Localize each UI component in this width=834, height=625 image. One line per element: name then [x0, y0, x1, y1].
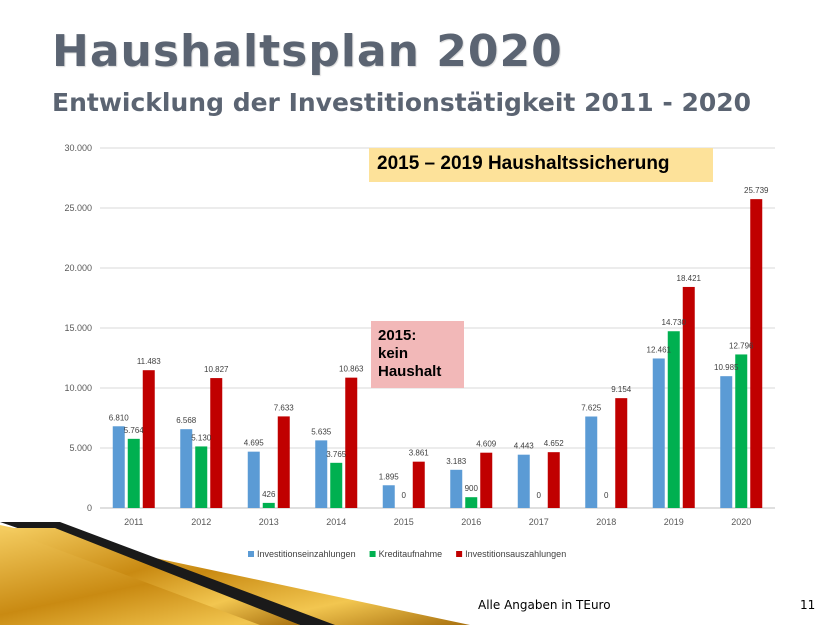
data-label: 12.461 [647, 345, 672, 354]
legend-swatch [456, 551, 463, 557]
y-tick-label: 10.000 [64, 383, 92, 393]
data-label: 3.861 [409, 449, 430, 458]
x-tick-label: 2019 [664, 517, 684, 527]
x-tick-label: 2017 [529, 517, 549, 527]
bar-investitionseinzahlungen-2017 [517, 454, 530, 508]
bar-investitionseinzahlungen-2019 [652, 358, 665, 508]
bar-investitionsauszahlungen-2014 [345, 377, 358, 508]
x-tick-label: 2015 [394, 517, 414, 527]
data-label: 7.625 [581, 404, 602, 413]
bar-kreditaufnahme-2016 [465, 497, 478, 508]
data-label: 4.443 [514, 442, 535, 451]
data-label: 5.130 [191, 433, 212, 442]
data-labels: 6.810 5.764 11.483 6.568 5.130 10.827 4.695 426… [109, 186, 769, 500]
data-label: 0 [537, 491, 542, 500]
bar-kreditaufnahme-2013 [262, 502, 275, 508]
annotation-line: Haushalt [378, 363, 442, 380]
x-tick-label: 2013 [259, 517, 279, 527]
x-tick-label: 2012 [191, 517, 211, 527]
bar-kreditaufnahme-2014 [330, 462, 343, 508]
data-label: 4.695 [244, 439, 265, 448]
y-tick-label: 0 [87, 503, 92, 513]
legend-label: Kreditaufnahme [379, 549, 443, 559]
data-label: 0 [604, 491, 609, 500]
data-label: 25.739 [744, 186, 769, 195]
x-tick-label: 2020 [731, 517, 751, 527]
bar-kreditaufnahme-2020 [735, 354, 748, 508]
bar-investitionseinzahlungen-2014 [315, 440, 328, 508]
bar-kreditaufnahme-2012 [195, 446, 208, 508]
data-label: 7.633 [274, 403, 295, 412]
data-label: 5.764 [124, 426, 145, 435]
bar-investitionsauszahlungen-2018 [615, 398, 628, 508]
bar-investitionsauszahlungen-2019 [682, 286, 695, 508]
bar-investitionseinzahlungen-2016 [450, 469, 463, 508]
bar-investitionsauszahlungen-2016 [480, 452, 493, 508]
data-label: 1.895 [379, 472, 400, 481]
data-label: 11.483 [137, 357, 161, 366]
x-tick-label: 2016 [461, 517, 481, 527]
bar-investitionseinzahlungen-2011 [112, 426, 125, 508]
bar-investitionseinzahlungen-2018 [585, 416, 598, 508]
data-label: 3.765 [326, 450, 347, 459]
bar-kreditaufnahme-2019 [667, 331, 680, 508]
data-label: 0 [402, 491, 407, 500]
slide-title: Haushaltsplan 2020 [52, 26, 563, 77]
footer-note: Alle Angaben in TEuro [478, 598, 611, 612]
y-tick-label: 20.000 [64, 263, 92, 273]
data-label: 3.183 [446, 457, 467, 466]
data-label: 6.810 [109, 413, 130, 422]
data-label: 6.568 [176, 416, 197, 425]
data-label: 9.154 [611, 385, 632, 394]
data-label: 900 [465, 484, 479, 493]
bar-investitionseinzahlungen-2020 [720, 376, 733, 508]
y-tick-label: 25.000 [64, 203, 92, 213]
annotation-kein-haushalt: 2015: kein Haushalt [371, 321, 464, 388]
data-label: 10.827 [204, 365, 229, 374]
x-tick-label: 2018 [596, 517, 616, 527]
y-tick-label: 30.000 [64, 143, 92, 153]
y-tick-label: 5.000 [69, 443, 92, 453]
legend-swatch [369, 551, 376, 557]
bar-investitionsauszahlungen-2020 [750, 199, 763, 508]
y-tick-label: 15.000 [64, 323, 92, 333]
data-label: 4.652 [544, 439, 565, 448]
data-label: 10.863 [339, 365, 364, 374]
annotation-line: kein [378, 345, 409, 362]
annotation-haushaltssicherung: 2015 – 2019 Haushaltssicherung [369, 148, 713, 182]
legend: Investitionseinzahlungen Kreditaufnahme In… [248, 549, 566, 559]
data-label: 4.609 [476, 440, 497, 449]
data-label: 12.796 [729, 341, 754, 350]
bar-investitionseinzahlungen-2015 [382, 485, 395, 508]
annotation-line: 2015: [378, 327, 417, 344]
legend-swatch [248, 551, 254, 557]
bars [112, 199, 763, 508]
y-axis-ticks: 0 5.000 10.000 15.000 20.000 25.000 30.000 [64, 143, 92, 513]
data-label: 5.635 [311, 427, 332, 436]
legend-label: Investitionseinzahlungen [257, 549, 356, 559]
x-tick-label: 2011 [124, 517, 143, 527]
bar-investitionsauszahlungen-2013 [277, 416, 290, 508]
x-axis-ticks: 2011 2012 2013 2014 2015 2016 2017 2018 2019 2020 [124, 517, 751, 527]
bar-investitionsauszahlungen-2015 [412, 461, 425, 508]
data-label: 426 [262, 490, 276, 499]
page-number: 11 [800, 598, 816, 612]
data-label: 18.421 [677, 274, 702, 283]
bar-investitionsauszahlungen-2012 [210, 378, 223, 508]
x-tick-label: 2014 [326, 517, 346, 527]
slide-subtitle: Entwicklung der Investitionstätigkeit 20… [52, 88, 752, 117]
bar-investitionsauszahlungen-2017 [547, 452, 560, 508]
data-label: 14.730 [662, 318, 687, 327]
bar-kreditaufnahme-2011 [127, 438, 140, 508]
data-label: 10.985 [714, 363, 739, 372]
legend-label: Investitionsauszahlungen [465, 549, 566, 559]
bar-investitionsauszahlungen-2011 [142, 370, 155, 508]
bar-investitionseinzahlungen-2013 [247, 451, 260, 508]
bar-investitionseinzahlungen-2012 [180, 429, 193, 508]
